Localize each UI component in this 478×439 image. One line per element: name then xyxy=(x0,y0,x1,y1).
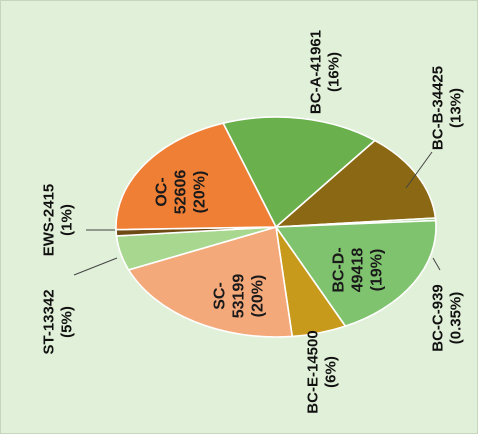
leader-line-bc-b xyxy=(405,151,433,189)
slice-label-line: (20%) xyxy=(191,171,208,214)
slice-label-line: (16%) xyxy=(325,52,342,92)
pie-slice-bc-a xyxy=(221,116,377,229)
slice-label-line: (1%) xyxy=(58,204,75,236)
slice-label-line: 53199 xyxy=(231,274,248,319)
slice-label-line: OC- xyxy=(154,177,171,206)
slice-label-bc-e: BC-E-14500 (6%) xyxy=(305,330,340,413)
slice-label-ews: EWS-2415 (1%) xyxy=(41,184,76,257)
slice-label-line: ST-13342 xyxy=(41,289,58,354)
slice-label-bc-b: BC-B-34425 (13%) xyxy=(430,66,465,150)
pie-slice-oc xyxy=(115,122,278,231)
slice-label-line: 52606 xyxy=(173,170,190,215)
leader-lines xyxy=(73,151,441,276)
slice-label-line: SC- xyxy=(212,282,229,310)
slice-label-line: BC-C-939 xyxy=(430,284,447,352)
pie-slice-bc-b xyxy=(273,139,437,228)
slice-label-line: (6%) xyxy=(322,356,339,388)
slice-label-line: (13%) xyxy=(447,88,464,128)
slice-label-oc: OC- 52606 (20%) xyxy=(154,170,209,215)
slice-label-bc-a: BC-A-41961 (16%) xyxy=(308,30,343,114)
slice-label-line: EWS-2415 xyxy=(41,184,58,257)
slice-label-line: BC-B-34425 xyxy=(430,66,447,150)
leader-line-st xyxy=(73,257,118,276)
pie-slices xyxy=(115,116,437,338)
slice-label-line: 49418 xyxy=(350,248,367,293)
leader-line-bc-c xyxy=(432,257,441,271)
slice-label-line: BC-A-41961 xyxy=(308,30,325,114)
slice-label-line: (20%) xyxy=(249,275,266,318)
slice-labels: BC-A-41961 (16%) BC-B-34425 (13%) BC-C-939 (0… xyxy=(41,30,465,414)
slice-label-sc: SC- 53199 (20%) xyxy=(212,274,267,319)
slice-label-line: (19%) xyxy=(368,249,385,292)
pie-slice-sc xyxy=(127,225,294,338)
slice-label-line: BC-D- xyxy=(331,247,348,292)
slice-label-line: (5%) xyxy=(58,306,75,338)
slice-label-bc-d: BC-D- 49418 (19%) xyxy=(331,247,386,292)
slice-label-line: (0.35%) xyxy=(447,292,464,345)
slice-label-line: BC-E-14500 xyxy=(305,330,322,413)
slice-label-st: ST-13342 (5%) xyxy=(41,289,76,354)
slice-label-bc-c: BC-C-939 (0.35%) xyxy=(430,284,465,352)
pie-slice-bc-d xyxy=(274,219,437,328)
